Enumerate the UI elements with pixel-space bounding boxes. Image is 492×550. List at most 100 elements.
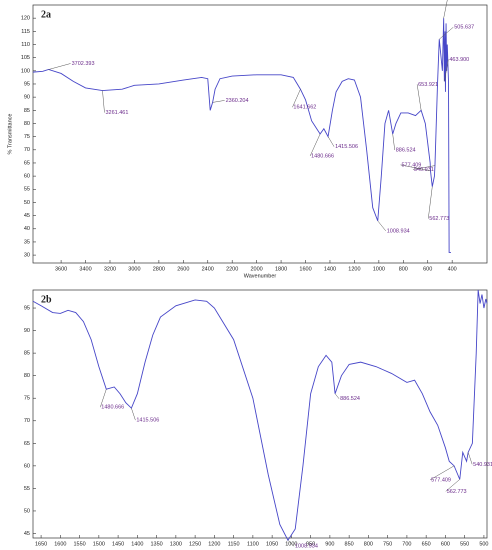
y-tick-label: 50 [24, 200, 30, 206]
x-tick-label: 500 [479, 541, 488, 547]
plot-frame [32, 4, 488, 264]
y-tick-label: 90 [24, 95, 30, 101]
x-tick-label: 600 [423, 266, 432, 272]
y-tick-label: 45 [24, 531, 30, 537]
x-tick-label: 900 [325, 541, 334, 547]
annotation-leader [334, 393, 340, 399]
y-tick-label: 90 [24, 328, 30, 334]
spectrum-line [32, 18, 451, 253]
y-tick-label: 75 [24, 396, 30, 402]
x-tick-label: 2800 [153, 266, 165, 272]
x-tick-label: 400 [448, 266, 457, 272]
x-tick-label: 3400 [79, 266, 91, 272]
x-tick-label: 1000 [285, 541, 297, 547]
x-tick-label: 2200 [226, 266, 238, 272]
annotation-label: 1641.662 [293, 105, 316, 111]
y-tick-label: 85 [24, 108, 30, 114]
annotation-leader [412, 165, 435, 170]
annotation-leader [467, 452, 473, 465]
x-tick-label: 2400 [202, 266, 214, 272]
x-tick-label: 750 [383, 541, 392, 547]
x-tick-label: 1450 [112, 541, 124, 547]
x-tick-label: 3600 [55, 266, 67, 272]
annotation-label: 1008.934 [387, 228, 410, 234]
annotation-leader [100, 389, 107, 408]
annotation-label: 1415.506 [335, 144, 358, 150]
annotation-label: 2360.204 [226, 98, 249, 104]
x-tick-label: 950 [306, 541, 315, 547]
annotation-leader [292, 89, 301, 108]
y-tick-label: 40 [24, 226, 30, 232]
y-tick-label: 70 [24, 418, 30, 424]
x-tick-label: 1300 [170, 541, 182, 547]
y-axis-label: % Transmittance [7, 114, 13, 155]
annotation-label: 3261.461 [105, 110, 128, 116]
x-tick-label: 1650 [35, 541, 47, 547]
x-tick-label: 1600 [54, 541, 66, 547]
x-tick-label: 800 [399, 266, 408, 272]
y-tick-label: 80 [24, 121, 30, 127]
annotation-label: 540.931 [473, 462, 492, 468]
y-tick-label: 75 [24, 134, 30, 140]
x-tick-label: 1600 [299, 266, 311, 272]
annotation-leader [400, 164, 431, 172]
plot-frame [32, 289, 488, 539]
annotation-label: 562.773 [429, 216, 449, 222]
y-tick-label: 65 [24, 441, 30, 447]
panel-title: 2a [41, 9, 51, 20]
y-tick-label: 70 [24, 147, 30, 153]
y-tick-label: 95 [24, 81, 30, 87]
annotation-leader [443, 0, 448, 19]
y-tick-label: 80 [24, 373, 30, 379]
x-tick-label: 1550 [73, 541, 85, 547]
y-tick-label: 105 [21, 55, 30, 61]
annotation-label: 562.773 [447, 489, 467, 495]
annotation-label: 1480.666 [311, 153, 334, 159]
y-tick-label: 55 [24, 187, 30, 193]
spectrum-line [32, 289, 488, 542]
annotation-leader [212, 100, 225, 103]
x-tick-label: 1150 [228, 541, 240, 547]
annotation-label: 463.900 [449, 57, 469, 63]
annotation-leader [445, 479, 460, 492]
panel-title: 2b [41, 294, 52, 305]
annotation-label: 577.409 [401, 162, 421, 168]
annotation-leader [48, 63, 71, 70]
y-tick-label: 115 [21, 29, 30, 35]
x-tick-label: 550 [460, 541, 469, 547]
annotation-label: 1480.666 [101, 405, 124, 411]
annotation-label: 886.524 [396, 147, 416, 153]
y-tick-label: 60 [24, 463, 30, 469]
y-tick-label: 110 [21, 42, 30, 48]
y-tick-label: 30 [24, 253, 30, 259]
annotation-label: 1415.506 [136, 418, 159, 424]
x-tick-label: 1500 [93, 541, 105, 547]
annotation-leader [428, 186, 433, 219]
annotation-leader [102, 90, 105, 113]
annotation-leader [439, 27, 454, 40]
x-tick-label: 1400 [324, 266, 336, 272]
x-tick-label: 1400 [131, 541, 143, 547]
annotation-leader [309, 133, 321, 157]
y-tick-label: 60 [24, 174, 30, 180]
annotation-leader [377, 220, 386, 232]
x-tick-label: 650 [422, 541, 431, 547]
x-tick-label: 1350 [150, 541, 162, 547]
x-tick-label: 1250 [189, 541, 201, 547]
x-tick-label: 2000 [251, 266, 263, 272]
x-tick-label: 3000 [128, 266, 140, 272]
annotation-leader [429, 465, 455, 481]
x-tick-label: 2600 [177, 266, 189, 272]
x-tick-label: 1000 [373, 266, 385, 272]
x-tick-label: 1100 [247, 541, 259, 547]
annotation-label: 505.637 [454, 25, 474, 31]
x-tick-label: 600 [441, 541, 450, 547]
y-tick-label: 35 [24, 239, 30, 245]
annotation-leader [131, 408, 136, 421]
annotation-label: 653.921 [418, 82, 438, 88]
annotation-label: 886.524 [340, 396, 360, 402]
annotation-leader [444, 59, 449, 82]
annotation-label: 3702.393 [72, 61, 95, 67]
x-tick-label: 850 [345, 541, 354, 547]
